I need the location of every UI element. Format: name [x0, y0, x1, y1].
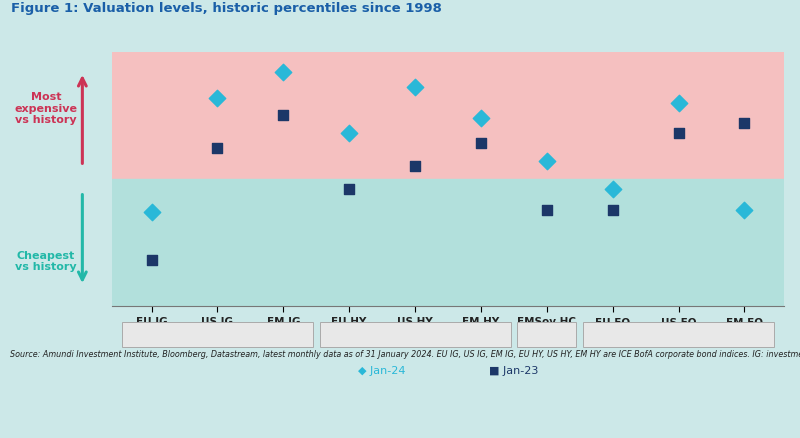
Text: Most
expensive
vs history: Most expensive vs history: [14, 92, 78, 125]
Text: Credit High Yield: Credit High Yield: [371, 329, 458, 339]
Text: Source: Amundi Investment Institute, Bloomberg, Datastream, latest monthly data : Source: Amundi Investment Institute, Blo…: [10, 350, 800, 358]
FancyBboxPatch shape: [517, 322, 577, 347]
Point: [277, 69, 290, 76]
Point: [409, 163, 422, 170]
Text: ◆ Jan-24: ◆ Jan-24: [358, 365, 406, 375]
Point: [342, 131, 355, 138]
Point: [606, 186, 619, 193]
Point: [474, 141, 487, 148]
Point: [342, 186, 355, 193]
Bar: [112, 53, 784, 180]
Point: [145, 258, 158, 265]
Point: [145, 209, 158, 216]
Point: [738, 120, 751, 127]
FancyBboxPatch shape: [583, 322, 774, 347]
Text: ■ Jan-23: ■ Jan-23: [489, 365, 538, 375]
Point: [211, 145, 224, 152]
Point: [606, 207, 619, 214]
Text: Equity: Equity: [662, 329, 695, 339]
FancyBboxPatch shape: [122, 322, 313, 347]
Point: [672, 100, 685, 107]
Point: [409, 85, 422, 92]
Text: EM Sov: EM Sov: [528, 329, 566, 339]
Text: Figure 1: Valuation levels, historic percentiles since 1998: Figure 1: Valuation levels, historic per…: [11, 2, 442, 15]
Text: Cheapest
vs history: Cheapest vs history: [15, 250, 77, 272]
Point: [474, 115, 487, 122]
Point: [541, 207, 554, 214]
Bar: [112, 180, 784, 307]
Point: [738, 207, 751, 214]
Point: [541, 158, 554, 165]
Point: [211, 95, 224, 102]
Point: [277, 113, 290, 120]
Point: [672, 131, 685, 138]
Text: Credit Investment Grade: Credit Investment Grade: [153, 329, 282, 339]
FancyBboxPatch shape: [319, 322, 510, 347]
